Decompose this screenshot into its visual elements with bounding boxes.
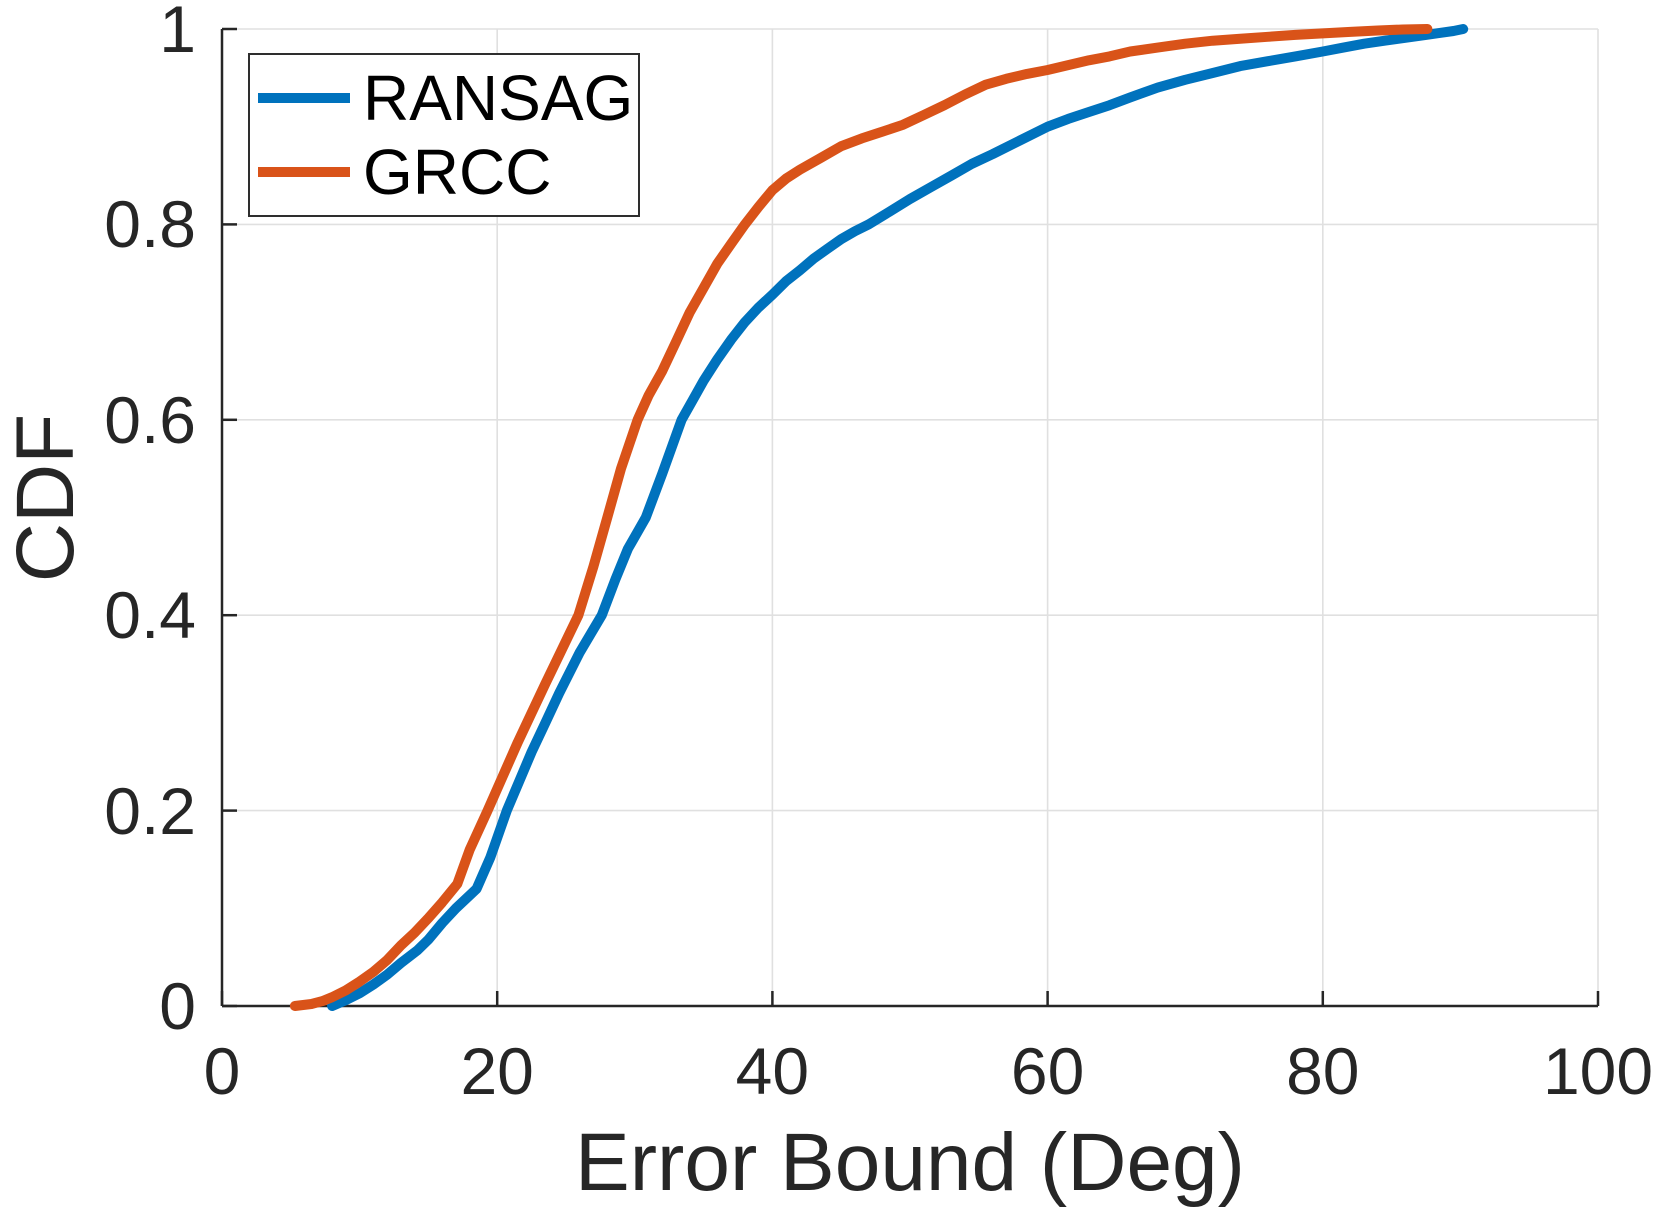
grcc-curve xyxy=(289,24,1433,1011)
y-tick-label: 0 xyxy=(159,969,196,1043)
x-tick-label: 60 xyxy=(1010,1034,1085,1108)
x-tick-label: 100 xyxy=(1542,1034,1654,1108)
legend-item-grcc: GRCC xyxy=(258,140,630,204)
ransag-curve xyxy=(327,24,1469,1011)
y-tick-label: 0.2 xyxy=(104,773,196,848)
y-tick-label: 0.4 xyxy=(104,578,196,653)
x-tick-label: 0 xyxy=(203,1034,241,1108)
legend-item-ransag: RANSAG xyxy=(258,61,634,134)
grcc-line-swatch xyxy=(258,167,350,178)
x-axis-title: Error Bound (Deg) xyxy=(575,1117,1245,1208)
y-axis-title: CDF xyxy=(0,413,91,583)
spine-layer xyxy=(220,29,1598,1008)
y-tick-label: 1 xyxy=(159,0,196,66)
plot-canvas xyxy=(220,24,1600,1011)
legend-label-ransag: RANSAG xyxy=(363,61,634,134)
x-tick-label: 80 xyxy=(1286,1034,1360,1108)
legend-label-grcc: GRCC xyxy=(363,136,552,209)
curve-layer xyxy=(289,24,1469,1011)
legend: RANSAG GRCC xyxy=(248,53,640,217)
x-tick-label: 20 xyxy=(460,1034,534,1108)
x-tick-label: 40 xyxy=(735,1034,810,1108)
plot-area xyxy=(220,24,1600,1011)
y-tick-label: 0.6 xyxy=(104,382,196,457)
y-tick-label: 0.8 xyxy=(104,187,196,262)
ransag-line-swatch xyxy=(258,92,350,103)
